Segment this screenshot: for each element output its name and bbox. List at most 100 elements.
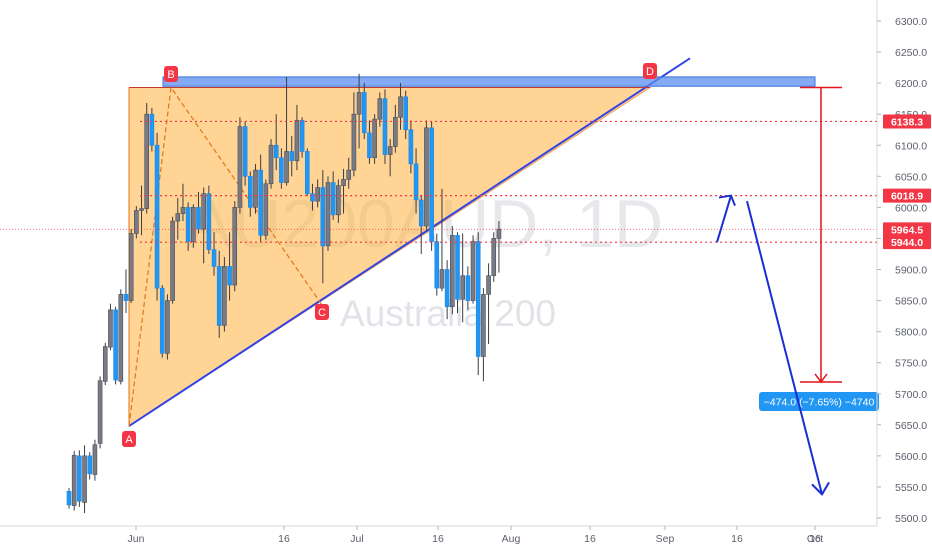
candle-body: [330, 182, 336, 216]
price-axis-label: 5750.0: [895, 358, 927, 370]
pattern-point-c: C: [315, 304, 329, 320]
candle: [424, 120, 429, 231]
candle-body: [118, 294, 124, 382]
resistance-zone: [162, 76, 816, 87]
candle-body: [165, 300, 170, 354]
abc-zigzag: [128, 85, 323, 427]
candle: [268, 139, 274, 189]
candle-body: [154, 144, 160, 289]
candle-body: [258, 169, 263, 236]
pattern-point-label: D: [646, 66, 654, 78]
candle-body: [134, 210, 139, 234]
pattern-point-badge: [164, 66, 178, 82]
time-axis-label: Sep: [656, 533, 675, 545]
candle: [408, 120, 414, 174]
time-axis-label: Jun: [128, 533, 145, 545]
candle: [165, 294, 170, 360]
time-axis-label: 16: [584, 533, 596, 545]
candle: [361, 83, 367, 140]
price-axis-label: 5500.0: [895, 513, 927, 525]
candle-body: [237, 126, 243, 208]
candle: [481, 288, 486, 382]
candle-body: [180, 207, 186, 214]
candle: [227, 232, 232, 301]
candle: [444, 260, 450, 320]
projection-up-leg: [716, 195, 732, 243]
price-axis-label: 5550.0: [895, 482, 927, 494]
candle: [149, 107, 155, 152]
candle-body: [232, 207, 238, 286]
candle: [351, 92, 357, 177]
candle: [242, 121, 248, 186]
price-axis-label: 5900.0: [895, 265, 927, 277]
candle-body: [361, 92, 367, 134]
candle-body: [367, 132, 372, 158]
candle: [465, 266, 471, 310]
pattern-point-a: A: [122, 431, 136, 447]
candle-body: [398, 96, 403, 118]
candle: [284, 76, 289, 186]
price-label-text: 6138.3: [891, 116, 923, 128]
candle: [92, 439, 98, 481]
candle-body: [393, 116, 398, 147]
candle-body: [159, 287, 165, 354]
candle: [382, 89, 388, 164]
price-axis-label: 6250.0: [895, 47, 927, 59]
time-axis-label: Aug: [502, 533, 521, 545]
candle-body: [470, 241, 476, 301]
time-axis-label: 16: [809, 533, 821, 545]
candle-body: [450, 235, 455, 308]
time-axis-label: 16: [731, 533, 743, 545]
candle: [470, 235, 476, 304]
price-axis-label: 6300.0: [895, 16, 927, 28]
pattern-point-d: D: [643, 63, 657, 79]
candle: [372, 114, 377, 164]
candle-body: [346, 169, 352, 180]
candles-layer: [66, 73, 502, 514]
price-label-box: [883, 222, 931, 237]
candle: [128, 229, 134, 304]
candle: [170, 216, 175, 304]
candle-body: [196, 207, 201, 230]
candle: [77, 450, 82, 507]
candle: [71, 450, 77, 511]
candle: [222, 257, 227, 332]
candle-body: [66, 490, 72, 506]
candle: [279, 148, 284, 189]
candle-body: [144, 113, 149, 209]
candle-body: [113, 309, 118, 381]
candle-body: [268, 144, 274, 185]
candle: [320, 170, 326, 284]
price-label-box: [883, 114, 931, 129]
price-axis-label: 5700.0: [895, 389, 927, 401]
candle: [336, 179, 341, 223]
candle: [418, 194, 424, 254]
candle: [113, 306, 118, 385]
candle-body: [439, 269, 445, 289]
pattern-point-badge: [315, 304, 329, 320]
candle-body: [475, 241, 481, 357]
candle-body: [491, 238, 497, 277]
candle-body: [128, 233, 134, 301]
candle: [175, 198, 181, 240]
pattern-point-badge: [643, 63, 657, 79]
candle: [216, 250, 222, 338]
candle: [403, 90, 409, 140]
price-axis-label: 6200.0: [895, 78, 927, 90]
candle-body: [294, 120, 300, 162]
candle: [154, 132, 160, 301]
candle-body: [242, 126, 248, 177]
candle: [237, 117, 243, 214]
price-axis-label: 5800.0: [895, 327, 927, 339]
candle-body: [289, 151, 295, 162]
candle-body: [403, 96, 409, 131]
price-axis-label: 6100.0: [895, 140, 927, 152]
candle-body: [377, 98, 383, 120]
candle-body: [304, 151, 310, 195]
candle: [455, 232, 460, 313]
price-axis-label: 6000.0: [895, 202, 927, 214]
candle-body: [216, 266, 222, 326]
